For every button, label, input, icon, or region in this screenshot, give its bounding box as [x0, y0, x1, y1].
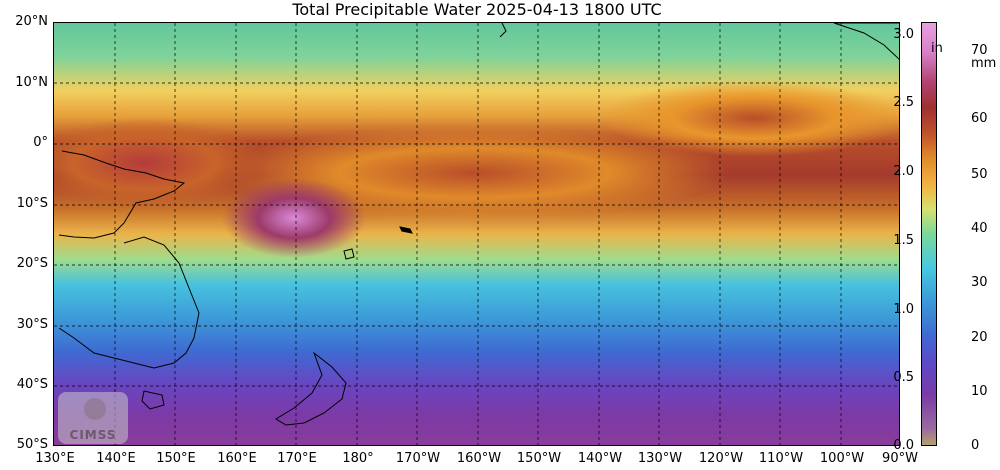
- precipitable-water-map: [53, 22, 900, 446]
- lon-label-150w: 150°W: [516, 451, 562, 466]
- colorbar-tick-in-25: 2.5: [893, 95, 914, 110]
- lat-label-10n: 10°N: [15, 75, 48, 90]
- colorbar-unit-in: in: [931, 41, 943, 56]
- lat-label-40s: 40°S: [16, 377, 48, 392]
- lon-label-150e: 150°E: [156, 451, 196, 466]
- lon-label-140e: 140°E: [96, 451, 136, 466]
- lon-label-100w: 100°W: [819, 451, 865, 466]
- colorbar-tick-in-10: 1.0: [893, 302, 914, 317]
- lon-label-130w: 130°W: [637, 451, 683, 466]
- colorbar-unit-mm: mm: [971, 56, 997, 71]
- colorbar-tick-in-20: 2.0: [893, 164, 914, 179]
- lon-label-160w: 160°W: [456, 451, 502, 466]
- colorbar-tick-in-15: 1.5: [893, 233, 914, 248]
- lon-label-130e: 130°E: [35, 451, 75, 466]
- lat-label-0: 0°: [33, 135, 48, 150]
- lon-label-110w: 110°W: [758, 451, 804, 466]
- colorbar-tick-mm-10: 10: [971, 384, 988, 399]
- lat-label-20s: 20°S: [16, 256, 48, 271]
- cimss-logo: CIMSS: [58, 392, 128, 444]
- logo-text: CIMSS: [69, 428, 117, 442]
- lon-label-90w: 90°W: [882, 451, 918, 466]
- lat-label-30s: 30°S: [16, 317, 48, 332]
- colorbar-tick-mm-60: 60: [971, 111, 988, 126]
- lon-label-170e: 170°E: [277, 451, 317, 466]
- colorbar-tick-in-05: 0.5: [893, 370, 914, 385]
- lat-label-20n: 20°N: [15, 14, 48, 29]
- colorbar: [921, 22, 937, 446]
- colorbar-tick-mm-70: 70: [971, 43, 988, 58]
- lat-label-50s: 50°S: [16, 437, 48, 452]
- colorbar-tick-mm-50: 50: [971, 167, 988, 182]
- globe-icon: [84, 398, 106, 420]
- lon-label-140w: 140°W: [577, 451, 623, 466]
- lat-label-10s: 10°S: [16, 196, 48, 211]
- colorbar-tick-mm-20: 20: [971, 330, 988, 345]
- colorbar-tick-in-30: 3.0: [893, 27, 914, 42]
- map-title: Total Precipitable Water 2025-04-13 1800…: [292, 0, 662, 19]
- colorbar-tick-mm-30: 30: [971, 275, 988, 290]
- coastlines: [58, 23, 899, 426]
- lon-label-120w: 120°W: [698, 451, 744, 466]
- colorbar-tick-in-0: 0.0: [893, 438, 914, 453]
- graticule: [54, 23, 899, 445]
- colorbar-tick-mm-40: 40: [971, 221, 988, 236]
- lon-label-160e: 160°E: [217, 451, 257, 466]
- lon-label-170w: 170°W: [395, 451, 441, 466]
- colorbar-tick-mm-0: 0: [971, 438, 980, 453]
- lon-label-180: 180°: [342, 451, 374, 466]
